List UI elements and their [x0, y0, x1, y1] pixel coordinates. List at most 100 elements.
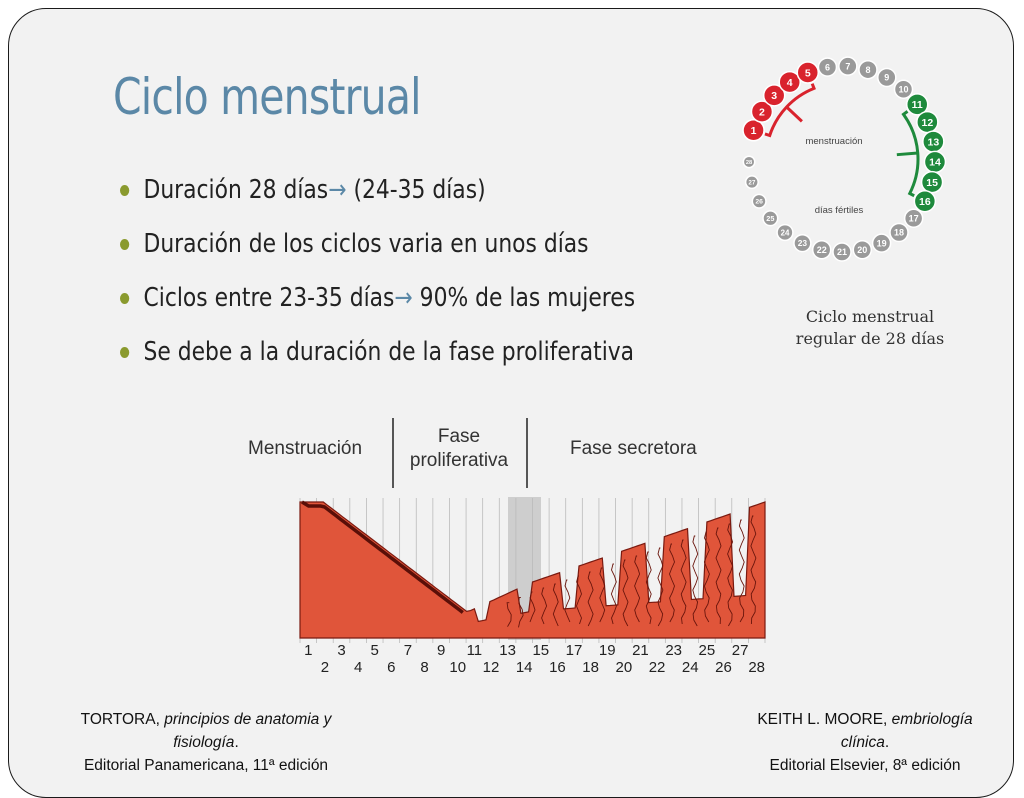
reference-author: KEITH L. MOORE, [757, 711, 892, 728]
cycle-day-number: 16 [919, 196, 931, 208]
cycle-day-number: 12 [922, 117, 934, 129]
bullet-text: Duración 28 días [143, 175, 329, 205]
endometrial-gland [680, 539, 687, 625]
bullet-item: Ciclos entre 23-35 días→ 90% de las muje… [120, 278, 635, 332]
reference-publisher: Editorial Elsevier, 8ª edición [769, 757, 961, 774]
bullet-text: Ciclos entre 23-35 días [143, 283, 395, 313]
bullet-item: Duración de los ciclos varia en unos día… [120, 224, 635, 278]
day-label-even: 12 [483, 659, 500, 676]
bullet-item: Duración 28 días→ (24-35 días) [120, 170, 635, 224]
cycle-day-marker [793, 233, 812, 253]
fertile-bracket-tick [896, 151, 918, 157]
cycle-day-marker [811, 240, 832, 260]
cycle-day-marker [871, 233, 892, 253]
cycle-day-number: 28 [746, 160, 752, 166]
day-label-even: 26 [715, 659, 732, 676]
bullet-text-suffix: 90% de las mujeres [412, 283, 636, 313]
day-label-even: 24 [682, 659, 699, 676]
cycle-day-marker [742, 155, 756, 169]
phase-menstruation-label: Menstruación [248, 438, 363, 459]
cycle-day-marker [778, 70, 801, 94]
cycle-day-number: 24 [781, 228, 790, 237]
cycle-day-marker [905, 93, 929, 116]
cycle-day-number: 19 [877, 238, 887, 248]
cycle-day-number: 5 [805, 67, 811, 79]
cycle-day-number: 22 [817, 245, 827, 255]
cycle-day-marker [751, 193, 767, 209]
day-label-even: 28 [748, 659, 765, 676]
endometrial-gland [529, 591, 536, 623]
endometrial-gland [727, 523, 734, 627]
bullet-dot-icon [120, 293, 130, 304]
endometrial-gland [622, 559, 629, 627]
bullet-dot-icon [120, 347, 130, 358]
cycle-day-number: 25 [766, 214, 774, 223]
cycle-day-marker [817, 57, 838, 77]
day-label-even: 2 [321, 659, 329, 676]
arrow-right-icon: → [394, 283, 413, 313]
cycle-day-number: 4 [787, 77, 793, 89]
day-label-even: 10 [449, 659, 466, 676]
day-label-odd: 23 [665, 642, 682, 659]
bullet-text: Se debe a la duración de la fase prolife… [143, 337, 635, 367]
phase-proliferative-line1: Fase [437, 426, 481, 447]
reference-tortora: TORTORA, principios de anatomia y fisiol… [30, 708, 382, 777]
cycle-day-marker [913, 189, 937, 213]
bullet-text-suffix: (24-35 días) [346, 175, 486, 205]
day-label-even: 4 [354, 659, 362, 676]
bullet-text: Duración de los ciclos varia en unos día… [143, 229, 589, 259]
cycle-day-number: 2 [759, 106, 765, 118]
bullet-dot-icon [120, 239, 130, 250]
day-label-odd: 17 [566, 642, 583, 659]
bullet-dot-icon [120, 185, 130, 196]
endometrial-gland [738, 519, 745, 623]
cycle-day-marker [742, 119, 765, 142]
menstruation-label: menstruación [805, 136, 862, 147]
endometrial-gland [576, 575, 582, 625]
endometrial-gland [645, 551, 652, 625]
bullet-list: Duración 28 días→ (24-35 días) Duración … [120, 170, 733, 386]
cycle-day-marker [903, 208, 924, 229]
cycle-caption-line1: Ciclo menstrual [805, 307, 935, 326]
endometrial-gland [669, 543, 675, 623]
slide-title: Ciclo menstrual [113, 68, 422, 126]
cycle-day-marker [838, 56, 858, 76]
endometrial-gland [599, 567, 606, 623]
endometrial-gland [587, 571, 594, 627]
day-label-odd: 11 [467, 642, 483, 659]
cycle-day-marker [796, 61, 820, 84]
day-label-even: 14 [516, 659, 533, 676]
cycle-day-marker [762, 84, 786, 107]
cycle-day-number: 6 [825, 62, 830, 72]
day-label-odd: 5 [371, 642, 379, 659]
endometrial-gland [703, 531, 710, 623]
cycle-day-number: 26 [755, 199, 763, 206]
day-label-odd: 15 [532, 642, 549, 659]
day-label-even: 18 [582, 659, 599, 676]
endometrium-figure: 1 3 5 7 9 11 13 15 17 19 21 23 25 272 4 6 8 10 12 14 16 18 20 2… [299, 418, 766, 676]
cycle-day-number: 23 [798, 238, 808, 248]
day-label-odd: 21 [632, 642, 649, 659]
cycle-day-number: 15 [926, 177, 938, 189]
day-label-even: 16 [549, 659, 566, 676]
cycle-day-number: 21 [837, 247, 847, 257]
cycle-day-number: 17 [909, 214, 919, 224]
day-label-even: 8 [420, 659, 428, 676]
endometrial-gland [552, 583, 559, 627]
cycle-day-marker [893, 79, 914, 99]
day-label-odd: 1 [304, 642, 312, 659]
fertile-days-label: días fértiles [815, 205, 864, 216]
cycle-day-marker [877, 67, 897, 88]
endometrial-gland [715, 527, 722, 625]
reference-work: embriología [891, 711, 973, 728]
reference-work-cont: clínica [840, 734, 885, 751]
reference-publisher: Editorial Panamericana, 11ª edición [83, 757, 329, 774]
menstrual-shedding-edge [301, 500, 464, 614]
reference-moore: KEITH L. MOORE, embriología clínica. Edi… [712, 708, 1018, 777]
cycle-day-number: 27 [748, 179, 756, 186]
menstruation-bracket-tick [785, 105, 803, 123]
cycle-day-number: 11 [912, 99, 923, 111]
endometrial-gland [692, 535, 699, 627]
day-label-odd: 25 [699, 642, 716, 659]
